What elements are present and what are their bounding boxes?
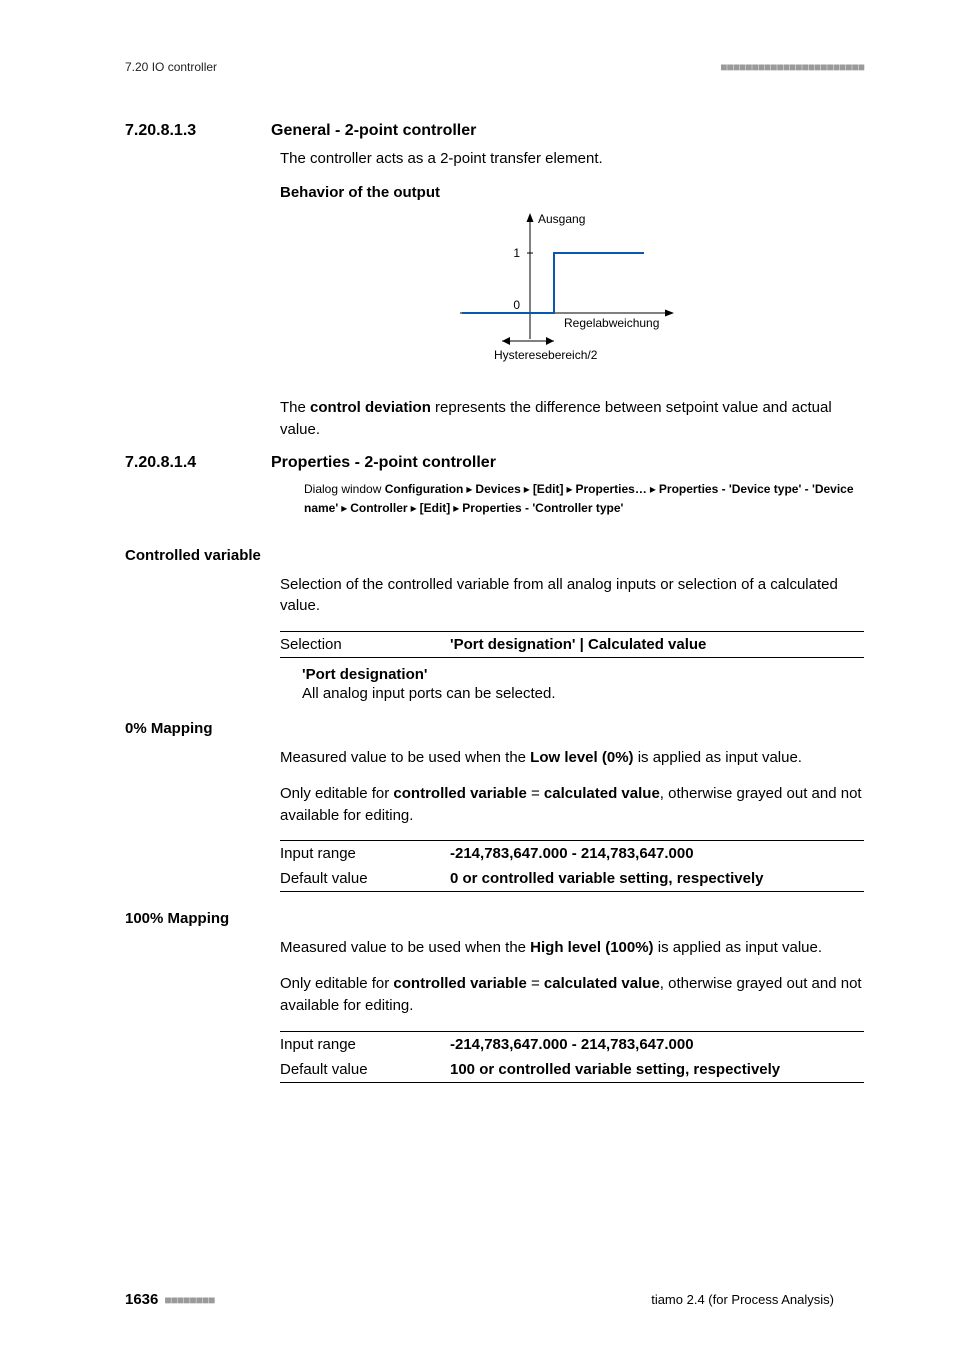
controlled-variable-desc: Selection of the controlled variable fro… [280,574,864,618]
page: 7.20 IO controller ■■■■■■■■■■■■■■■■■■■■■… [0,0,954,1350]
m0-bold: Low level (0%) [530,749,633,766]
dialog-p5: Controller [350,501,407,515]
spec-val: 'Port designation' | Calculated value [450,636,706,653]
dialog-path: Dialog window Configuration▸Devices▸[Edi… [304,480,864,518]
dialog-p7: Properties - 'Controller type' [462,501,623,515]
spec-key: Input range [280,1036,450,1053]
section-heading-1: 7.20.8.1.3 General - 2-point controller [125,122,864,140]
m0-post: is applied as input value. [634,749,802,766]
header-left: 7.20 IO controller [125,60,217,74]
dialog-arr: ▸ [650,482,656,496]
mapping0-body: Measured value to be used when the Low l… [280,747,864,892]
table-row: Default value 0 or controlled variable s… [280,866,864,891]
mapping100-desc: Measured value to be used when the High … [280,937,864,959]
diagram-tick-1: 1 [513,246,520,260]
spec-key: Default value [280,870,450,887]
footer-left: 1636 ■■■■■■■■ [125,1291,214,1308]
section-title-2: Properties - 2-point controller [271,454,496,472]
spec-key: Input range [280,845,450,862]
mapping100-label: 100% Mapping [125,910,864,927]
section1-intro: The controller acts as a 2-point transfe… [280,148,864,170]
port-designation-term: 'Port designation' [302,666,864,683]
spec-val: -214,783,647.000 - 214,783,647.000 [450,845,694,862]
mapping100-only: Only editable for controlled variable = … [280,973,864,1017]
mapping0-table: Input range -214,783,647.000 - 214,783,6… [280,840,864,892]
table-row: Input range -214,783,647.000 - 214,783,6… [280,1032,864,1057]
m100-only-pre: Only editable for [280,975,393,992]
port-designation-desc: All analog input ports can be selected. [302,683,864,704]
controlled-variable-table: Selection 'Port designation' | Calculate… [280,631,864,658]
spec-val: -214,783,647.000 - 214,783,647.000 [450,1036,694,1053]
diagram-x-label: Regelabweichung [564,316,659,330]
spec-val: 0 or controlled variable setting, respec… [450,870,763,887]
dialog-arr: ▸ [566,482,572,496]
dialog-p0: Configuration [385,482,464,496]
controlled-variable-body: Selection of the controlled variable fro… [280,574,864,705]
footer-right: tiamo 2.4 (for Process Analysis) [651,1292,834,1307]
behavior-diagram-wrap: Ausgang 1 0 Regelabweichung Hystereseber… [280,209,864,379]
page-footer: 1636 ■■■■■■■■ tiamo 2.4 (for Process Ana… [125,1291,834,1308]
m100-only-eq: = [527,975,544,992]
dialog-p1: Devices [475,482,520,496]
mapping0-only: Only editable for controlled variable = … [280,783,864,827]
m100-bold: High level (100%) [530,939,653,956]
spec-val: 100 or controlled variable setting, resp… [450,1061,780,1078]
port-designation-block: 'Port designation' All analog input port… [302,666,864,704]
m0-only-eq: = [527,785,544,802]
m100-pre: Measured value to be used when the [280,939,530,956]
section2-body: Dialog window Configuration▸Devices▸[Edi… [280,480,864,518]
m100-only-b1: controlled variable [393,975,526,992]
dialog-arr: ▸ [341,501,347,515]
table-row: Input range -214,783,647.000 - 214,783,6… [280,841,864,866]
diagram-tick-0: 0 [513,298,520,312]
behavior-heading: Behavior of the output [280,184,864,201]
footer-page-number: 1636 [125,1291,158,1308]
m100-post: is applied as input value. [654,939,822,956]
spec-key: Selection [280,636,450,653]
dialog-lead: Dialog window [304,482,385,496]
m0-only-pre: Only editable for [280,785,393,802]
header-dashes: ■■■■■■■■■■■■■■■■■■■■■■■ [720,60,864,74]
dialog-arr: ▸ [453,501,459,515]
diagram-hysteresis-label: Hysteresebereich/2 [494,348,598,362]
m0-pre: Measured value to be used when the [280,749,530,766]
m0-only-b2: calculated value [544,785,660,802]
page-header: 7.20 IO controller ■■■■■■■■■■■■■■■■■■■■■… [125,60,864,74]
table-row: Default value 100 or controlled variable… [280,1057,864,1082]
diagram-y-label: Ausgang [538,212,585,226]
dialog-arr: ▸ [524,482,530,496]
mapping0-desc: Measured value to be used when the Low l… [280,747,864,769]
mapping0-label: 0% Mapping [125,720,864,737]
ctrl-dev-pre: The [280,399,310,416]
m100-only-b2: calculated value [544,975,660,992]
behavior-diagram: Ausgang 1 0 Regelabweichung Hystereseber… [442,209,702,379]
spec-key: Default value [280,1061,450,1078]
footer-dashes: ■■■■■■■■ [164,1293,214,1307]
section-number-2: 7.20.8.1.4 [125,454,235,472]
section1-body: The controller acts as a 2-point transfe… [280,148,864,440]
table-row: Selection 'Port designation' | Calculate… [280,632,864,657]
section-heading-2: 7.20.8.1.4 Properties - 2-point controll… [125,454,864,472]
controlled-variable-label: Controlled variable [125,547,864,564]
dialog-p6: [Edit] [420,501,451,515]
dialog-p2: [Edit] [533,482,564,496]
mapping100-body: Measured value to be used when the High … [280,937,864,1082]
section-number-1: 7.20.8.1.3 [125,122,235,140]
ctrl-dev-bold: control deviation [310,399,431,416]
dialog-p3: Properties… [576,482,647,496]
mapping100-table: Input range -214,783,647.000 - 214,783,6… [280,1031,864,1083]
section-title-1: General - 2-point controller [271,122,476,140]
dialog-arr: ▸ [466,482,472,496]
control-deviation-para: The control deviation represents the dif… [280,397,864,441]
m0-only-b1: controlled variable [393,785,526,802]
dialog-arr: ▸ [411,501,417,515]
